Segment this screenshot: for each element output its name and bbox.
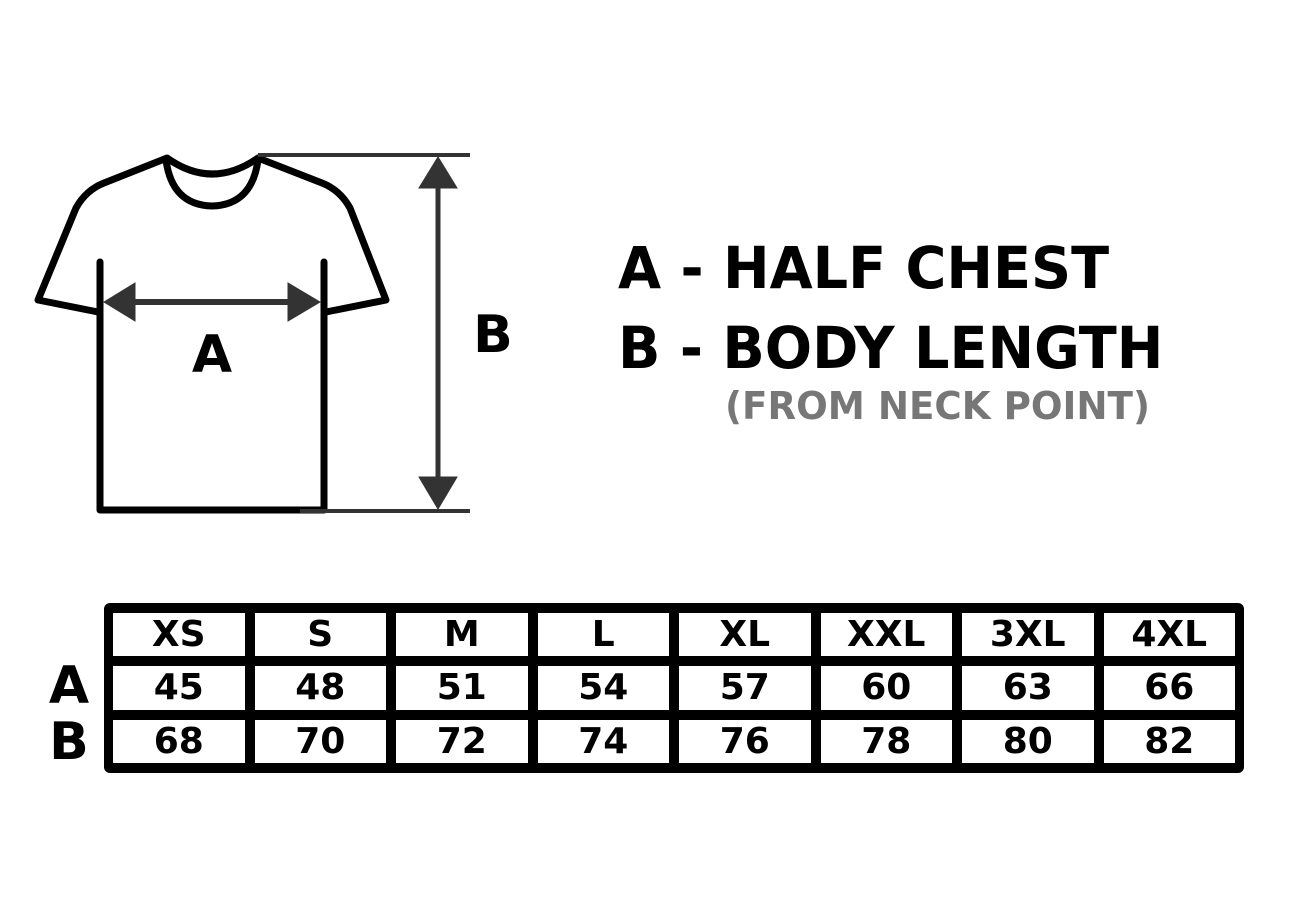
size-header-cell: XL — [679, 613, 811, 657]
tshirt-collar — [162, 156, 262, 210]
arrow-down-head — [418, 476, 458, 510]
legend-note: (FROM NECK POINT) — [725, 384, 1150, 428]
row-label-b: B — [49, 712, 89, 772]
arrow-left-head — [103, 282, 136, 322]
row-label-a: A — [48, 656, 90, 716]
size-header-cell: XXL — [820, 613, 952, 657]
half-chest-cell: 48 — [254, 666, 386, 710]
size-header-cell: XS — [113, 613, 245, 657]
legend-body-length: B - BODY LENGTH — [618, 314, 1164, 382]
body-length-cell: 80 — [962, 719, 1094, 763]
body-length-cell: 70 — [254, 719, 386, 763]
body-length-cell: 76 — [679, 719, 811, 763]
body-length-cell: 68 — [113, 719, 245, 763]
label-b: B — [473, 305, 513, 365]
tshirt-body — [96, 258, 328, 514]
half-chest-cell: 51 — [396, 666, 528, 710]
arrow-right-head — [287, 282, 321, 322]
arrow-up-head — [418, 156, 458, 189]
body-length-cell: 82 — [1103, 719, 1235, 763]
size-header-cell: L — [537, 613, 669, 657]
half-chest-cell: 54 — [537, 666, 669, 710]
half-chest-cell: 60 — [820, 666, 952, 710]
tshirt-outline — [34, 154, 390, 316]
size-header-cell: 3XL — [962, 613, 1094, 657]
body-length-cell: 72 — [396, 719, 528, 763]
body-length-cell: 74 — [537, 719, 669, 763]
size-header-cell: 4XL — [1103, 613, 1235, 657]
half-chest-cell: 57 — [679, 666, 811, 710]
label-a: A — [192, 325, 232, 385]
half-chest-cell: 63 — [962, 666, 1094, 710]
tshirt-diagram: A B — [34, 153, 513, 514]
legend-half-chest: A - HALF CHEST — [618, 234, 1110, 302]
size-header-cell: S — [254, 613, 386, 657]
size-table: XS S M L XL XXL 3XL 4XL 45 48 51 54 57 60 63 66 68 70 72 74… — [104, 603, 1244, 773]
half-chest-cell: 45 — [113, 666, 245, 710]
body-length-cell: 78 — [820, 719, 952, 763]
half-chest-cell: 66 — [1103, 666, 1235, 710]
size-header-cell: M — [396, 613, 528, 657]
